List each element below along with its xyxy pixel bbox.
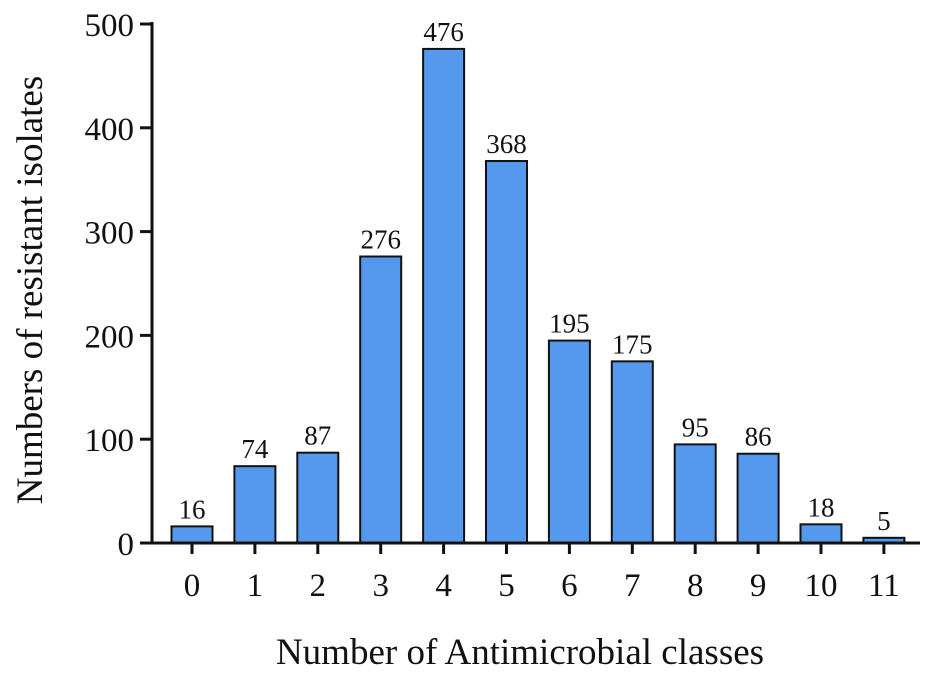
x-tick-label-9: 9 — [750, 568, 767, 604]
x-tick-label-3: 3 — [372, 568, 389, 604]
bar-2 — [296, 451, 340, 544]
x-tick-label-4: 4 — [435, 568, 452, 604]
bars-layer — [170, 47, 906, 545]
x-tick-label-2: 2 — [310, 568, 327, 604]
y-tick-label-500: 500 — [85, 8, 135, 44]
x-ticks-layer: 0 1 2 3 4 5 6 7 8 9 10 11 — [184, 543, 900, 604]
data-label-9: 86 — [745, 422, 772, 452]
bar-7 — [610, 360, 654, 544]
data-label-1: 74 — [241, 434, 269, 464]
bar-0 — [170, 525, 214, 545]
data-label-8: 95 — [682, 412, 709, 442]
data-label-5: 368 — [486, 129, 527, 159]
data-label-7: 175 — [612, 329, 653, 359]
data-label-0: 16 — [179, 494, 206, 524]
bar-5 — [485, 160, 528, 545]
data-label-4: 476 — [423, 17, 464, 47]
y-axis-title: Numbers of resistant isolates — [10, 76, 51, 505]
data-label-2: 87 — [304, 421, 331, 451]
x-tick-label-10: 10 — [805, 568, 838, 604]
data-label-3: 276 — [360, 225, 401, 255]
data-label-11: 5 — [877, 506, 891, 536]
x-tick-label-7: 7 — [624, 568, 641, 604]
x-axis-title: Number of Antimicrobial classes — [276, 632, 764, 672]
x-tick-label-5: 5 — [498, 568, 515, 604]
data-labels-layer: 16 74 87 276 476 368 195 175 95 86 18 5 — [179, 17, 891, 536]
x-tick-label-6: 6 — [561, 568, 578, 604]
x-tick-label-1: 1 — [247, 568, 264, 604]
data-label-10: 18 — [808, 492, 835, 522]
x-tick-label-8: 8 — [687, 568, 704, 604]
bar-4 — [422, 47, 466, 545]
y-ticks-layer: 0 100 200 300 400 500 — [85, 8, 152, 563]
y-tick-label-400: 400 — [85, 112, 135, 148]
axes-layer — [150, 22, 920, 545]
y-tick-label-100: 100 — [85, 423, 135, 459]
x-tick-label-0: 0 — [184, 568, 201, 604]
bar-6 — [547, 339, 591, 544]
bar-9 — [736, 452, 780, 544]
bar-1 — [233, 465, 277, 544]
data-label-6: 195 — [549, 309, 590, 339]
y-tick-label-300: 300 — [85, 216, 135, 252]
y-tick-label-0: 0 — [118, 527, 135, 563]
bar-8 — [673, 443, 717, 545]
bar-10 — [799, 523, 843, 544]
bar-3 — [359, 255, 403, 544]
y-tick-label-200: 200 — [85, 319, 135, 355]
x-tick-label-11: 11 — [868, 568, 900, 604]
